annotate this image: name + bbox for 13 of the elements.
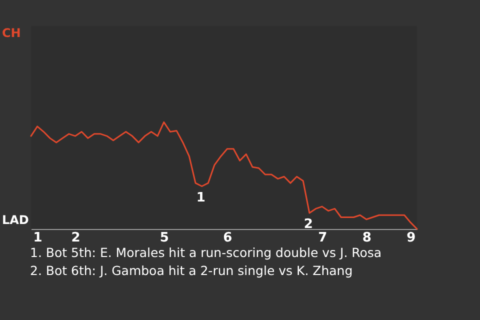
x-tick-label: 9 xyxy=(406,230,416,246)
x-tick-label: 5 xyxy=(160,230,169,246)
text: 1. Bot 5th: E. Morales hit a run-scoring double vs J. Rosa xyxy=(30,244,382,262)
x-tick-label: 2 xyxy=(71,230,80,246)
text: LAD xyxy=(2,213,29,227)
x-tick-label: 7 xyxy=(318,230,328,246)
x-tick-label: 8 xyxy=(362,230,372,246)
text: 2. Bot 6th: J. Gamboa hit a 2-run single vs K. Zhang xyxy=(30,262,354,280)
text: CH xyxy=(2,26,21,40)
x-tick-label: 1 xyxy=(33,230,42,246)
annotation: 1 xyxy=(196,190,206,206)
x-tick-label: 6 xyxy=(223,230,232,246)
annotation: 2 xyxy=(304,216,313,232)
